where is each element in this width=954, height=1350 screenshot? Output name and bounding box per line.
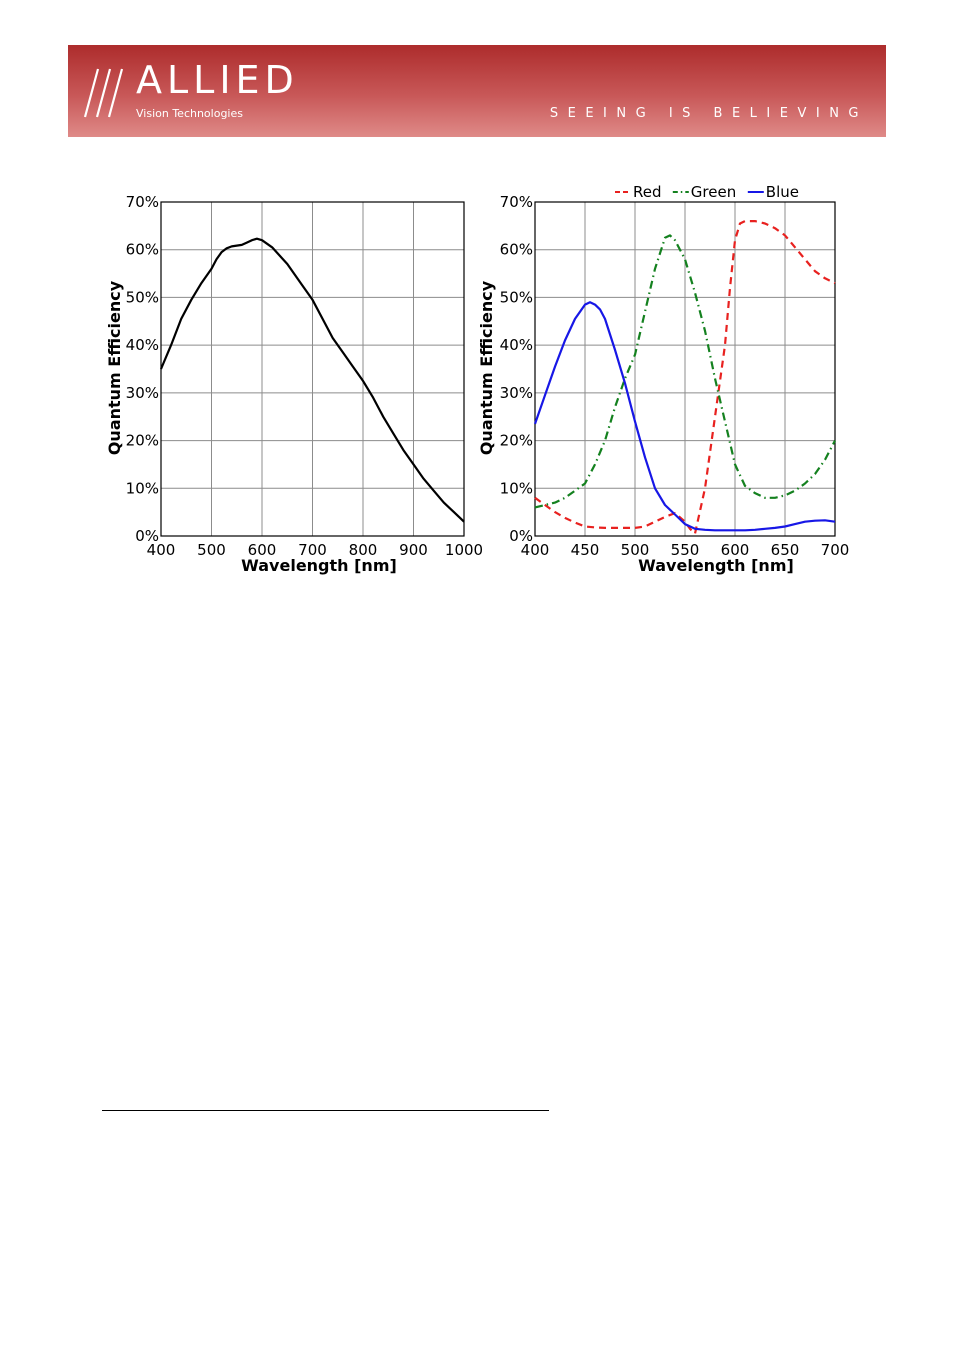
logo-slashes-icon xyxy=(83,68,124,118)
y-tick-label: 70% xyxy=(126,193,159,211)
plot-area: 400 450 500 550 600 650 700 0% 10% 20% 30% 40% 50% 60… xyxy=(500,193,850,559)
y-tick-label: 50% xyxy=(500,288,533,306)
legend-label: Red xyxy=(633,183,662,201)
x-tick-label: 700 xyxy=(821,541,850,559)
y-tick-label: 10% xyxy=(126,479,159,497)
x-tick-label: 800 xyxy=(349,541,378,559)
legend-label: Blue xyxy=(766,183,799,201)
y-tick-label: 70% xyxy=(500,193,533,211)
x-tick-label: 450 xyxy=(571,541,600,559)
x-tick-label: 500 xyxy=(197,541,226,559)
y-tick-label: 0% xyxy=(509,527,533,545)
x-axis-title: Wavelength [nm] xyxy=(638,556,794,575)
y-tick-label: 20% xyxy=(126,432,159,450)
x-tick-label: 400 xyxy=(147,541,176,559)
y-tick-label: 10% xyxy=(500,479,533,497)
mono-qe-chart: 400 500 600 700 800 900 1000 0% 10% 20% 30% 40% 50% 6… xyxy=(105,193,483,575)
y-tick-label: 50% xyxy=(126,288,159,306)
color-qe-chart: 400 450 500 550 600 650 700 0% 10% 20% 30% 40% 50% 60… xyxy=(477,183,850,575)
y-tick-label: 60% xyxy=(126,241,159,259)
series-line-blue xyxy=(533,301,836,532)
plot-frame xyxy=(534,201,836,537)
logo-wordmark: ALLIED xyxy=(136,58,299,102)
y-tick-label: 20% xyxy=(500,432,533,450)
x-tick-label: 400 xyxy=(521,541,550,559)
x-axis-title: Wavelength [nm] xyxy=(241,556,397,575)
x-tick-label: 500 xyxy=(621,541,650,559)
tagline: SEEING IS BELIEVING xyxy=(549,106,868,121)
x-tick-label: 900 xyxy=(399,541,428,559)
x-tick-label: 700 xyxy=(298,541,327,559)
y-tick-label: 40% xyxy=(500,336,533,354)
y-tick-label: 40% xyxy=(126,336,159,354)
x-tick-label: 600 xyxy=(248,541,277,559)
legend: Red Green Blue xyxy=(615,183,799,201)
y-axis-title: Quantum Efficiency xyxy=(105,280,124,455)
x-tick-label: 550 xyxy=(671,541,700,559)
series-line-green xyxy=(534,234,836,509)
series-line xyxy=(159,237,465,523)
header-banner: ALLIED Vision Technologies SEEING IS BEL… xyxy=(68,45,886,137)
footnote-divider xyxy=(102,1110,549,1111)
y-axis-title: Quantum Efficiency xyxy=(477,280,496,455)
x-tick-label: 1000 xyxy=(445,541,483,559)
y-tick-label: 60% xyxy=(500,241,533,259)
series-line-red xyxy=(534,220,836,535)
logo-subtitle: Vision Technologies xyxy=(136,107,243,120)
x-tick-label: 600 xyxy=(721,541,750,559)
y-tick-label: 0% xyxy=(135,527,159,545)
y-tick-label: 30% xyxy=(126,384,159,402)
plot-area: 400 500 600 700 800 900 1000 0% 10% 20% 30% 40% 50% 6… xyxy=(126,193,483,559)
legend-label: Green xyxy=(691,183,736,201)
x-tick-label: 650 xyxy=(771,541,800,559)
y-tick-label: 30% xyxy=(500,384,533,402)
